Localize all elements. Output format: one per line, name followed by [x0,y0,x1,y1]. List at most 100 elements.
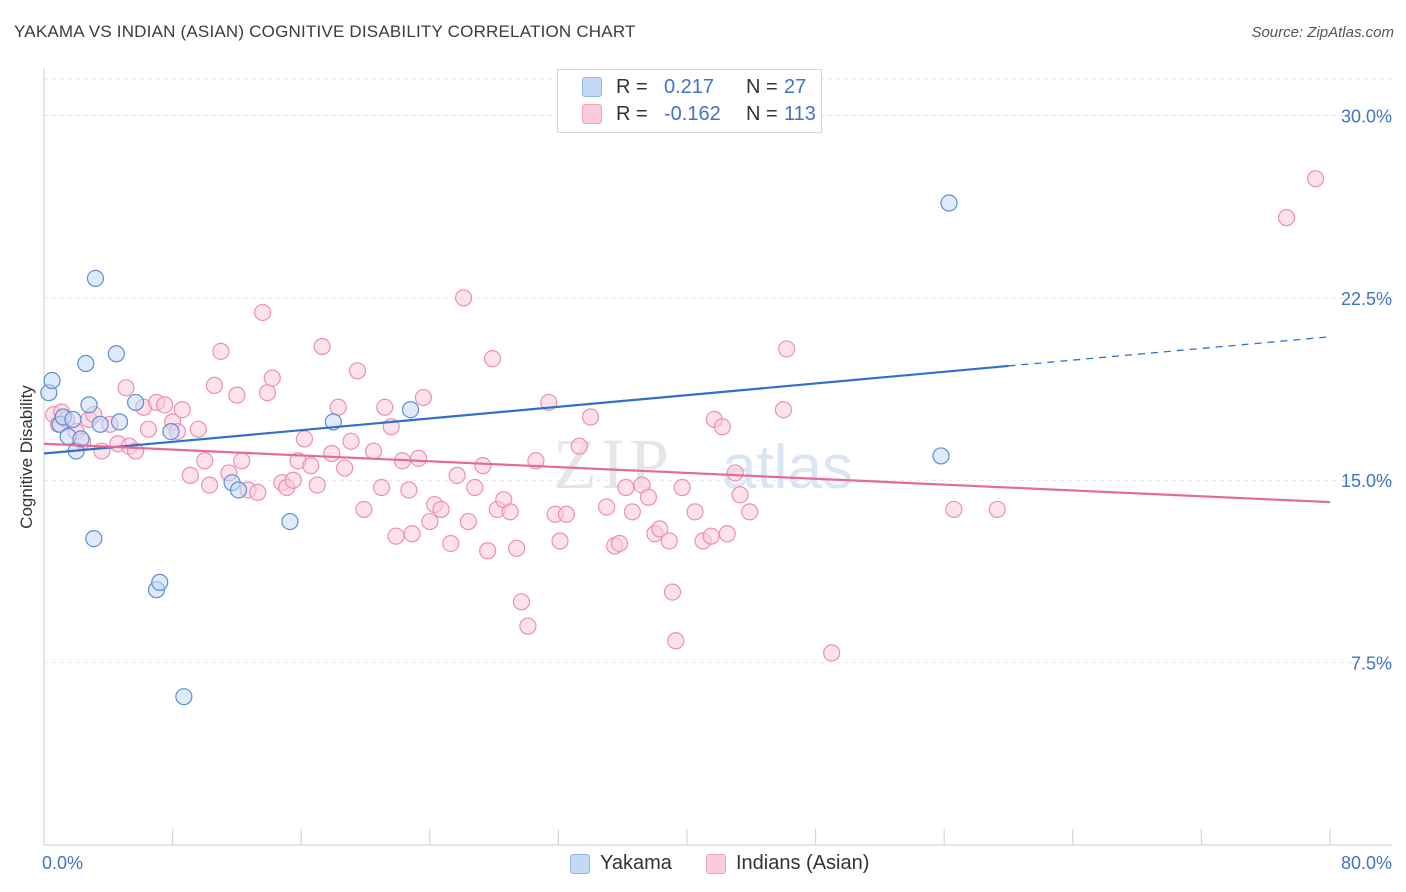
point-yakama [229,481,248,499]
point-indians-asian [355,500,373,519]
point-indians-asian [200,476,219,494]
legend-swatch-yakama [570,853,590,874]
trend-line-yakama-extension [1008,336,1331,367]
point-indians-asian [1277,209,1296,227]
point-indians-asian [342,432,360,450]
point-indians-asian [774,401,793,419]
point-indians-asian [823,644,841,662]
n-label: N = [746,75,778,98]
legend-label-indians-asian: Indians (Asian) [736,852,870,874]
point-indians-asian [364,442,383,460]
point-indians-asian [519,617,537,635]
point-indians-asian [228,386,246,404]
legend-swatch-yakama [582,77,602,97]
point-indians-asian [483,350,502,368]
point-indians-asian [233,452,251,470]
point-indians-asian [713,418,731,436]
trend-line-indians-asian [43,442,1331,504]
point-indians-asian [663,583,682,601]
point-indians-asian [598,498,616,516]
point-yakama [72,430,90,448]
y-tick-label: 30.0% [1341,106,1392,126]
point-yakama [86,269,105,288]
point-indians-asian [479,542,497,560]
point-indians-asian [263,369,281,387]
point-indians-asian [212,342,230,360]
point-yakama [85,529,103,548]
point-indians-asian [778,340,796,358]
point-indians-asian [623,503,641,521]
point-indians-asian [718,525,736,543]
point-indians-asian [139,420,158,438]
point-yakama [43,371,61,390]
point-indians-asian [667,632,685,650]
point-indians-asian [336,459,354,477]
point-indians-asian [313,337,331,356]
point-indians-asian [610,534,629,553]
r-label: R = [616,75,648,98]
point-indians-asian [189,420,207,438]
point-yakama [127,393,145,412]
point-indians-asian [673,478,691,497]
point-indians-asian [474,457,492,475]
point-yakama [91,415,109,433]
point-indians-asian [508,539,526,557]
chart-title: YAKAMA VS INDIAN (ASIAN) COGNITIVE DISAB… [14,22,636,41]
point-indians-asian [442,534,460,553]
point-indians-asian [329,398,347,416]
n-value: 27 [784,75,807,98]
point-indians-asian [205,376,223,394]
point-indians-asian [945,500,963,519]
point-indians-asian [466,478,484,497]
point-yakama [175,688,193,706]
point-indians-asian [421,512,439,531]
point-indians-asian [432,500,450,519]
point-indians-asian [731,486,749,504]
point-indians-asian [726,464,744,482]
point-indians-asian [660,532,678,550]
axes [43,68,1392,846]
point-indians-asian [1306,170,1325,188]
y-axis-label: Cognitive Disability [17,385,36,529]
point-indians-asian [570,437,588,455]
legend-swatch-indians-asian [582,104,602,124]
point-yakama [932,447,950,465]
point-indians-asian [557,505,576,523]
x-tick-label: 0.0% [42,853,83,873]
point-indians-asian [651,520,669,538]
point-yakama [77,354,95,373]
x-tick-label: 80.0% [1341,853,1392,873]
point-indians-asian [308,476,326,494]
point-yakama [110,413,129,431]
r-label: R = [616,102,648,125]
point-yakama [151,573,169,591]
point-indians-asian [409,449,428,467]
legend-item-indians-asian[interactable]: Indians (Asian) [706,852,869,875]
point-indians-asian [196,452,214,470]
point-indians-asian [702,527,720,545]
point-indians-asian [988,500,1006,519]
point-indians-asian [551,532,569,550]
point-indians-asian [173,401,191,419]
point-yakama [162,423,180,441]
point-indians-asian [302,457,320,475]
point-indians-asian [400,481,418,499]
point-yakama [80,396,98,414]
point-indians-asian [258,384,277,402]
r-value: -0.162 [664,102,721,125]
grid-lines [44,78,1392,664]
point-indians-asian [448,466,466,484]
legend-item-yakama[interactable]: Yakama [570,852,672,875]
data-points [40,170,1325,706]
point-indians-asian [454,289,473,307]
stats-legend: R = 0.217 N = 27 R = -0.162 N = 113 [557,69,822,133]
trend-lines [43,336,1331,504]
point-indians-asian [348,362,367,380]
y-tick-label: 22.5% [1341,289,1392,309]
y-tick-label: 15.0% [1341,471,1392,491]
point-yakama [107,345,125,363]
legend-row-yakama: R = 0.217 N = 27 [582,74,806,100]
point-indians-asian [181,466,199,484]
trend-line-yakama [43,364,1009,455]
